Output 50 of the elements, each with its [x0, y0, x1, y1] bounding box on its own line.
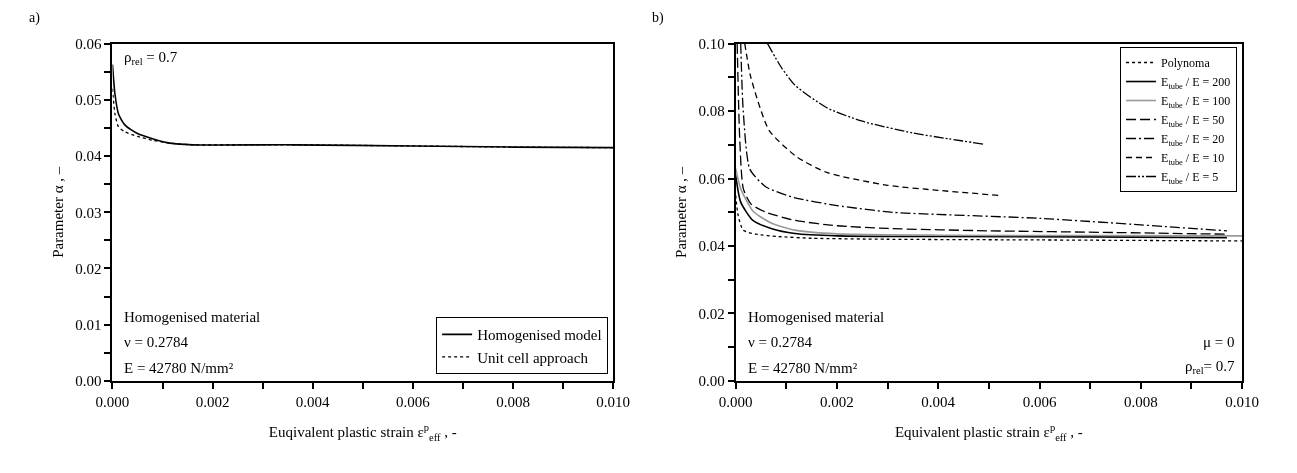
- annotation: ρ$_{rel}$= 0.7: [1185, 358, 1236, 377]
- x-tick-label: 0.006: [1022, 393, 1057, 410]
- y-axis-title: Parameter α , –: [49, 166, 66, 258]
- y-tick-label: 0.05: [75, 92, 102, 109]
- x-tick-label: 0.002: [195, 393, 230, 410]
- x-tick-label: 0.010: [596, 393, 631, 410]
- x-axis-title: Equivalent plastic strain ε$^{p}$$_{eff}$ , -: [894, 422, 1083, 443]
- annotation: ν = 0.2784: [748, 334, 813, 350]
- x-tick-label: 0.008: [496, 393, 530, 410]
- y-tick-label: 0.06: [75, 35, 102, 52]
- y-tick-label: 0.04: [75, 148, 102, 165]
- annotation: ρ$_{rel}$ = 0.7: [124, 49, 178, 68]
- text: a): [29, 10, 41, 26]
- annotation: μ = 0: [1203, 334, 1235, 350]
- legend-label: E$_{tube}$ / E = 5: [1161, 170, 1219, 186]
- y-axis-title: Parameter α , –: [673, 166, 690, 258]
- x-tick-label: 0.004: [921, 393, 956, 410]
- x-tick-label: 0.004: [295, 393, 331, 410]
- legend-label: Homogenised model: [477, 327, 602, 344]
- y-tick-label: 0.04: [698, 238, 726, 255]
- annotation: ν = 0.2784: [124, 334, 189, 350]
- annotation: E = 42780 N/mm²: [748, 360, 858, 376]
- legend-label: E$_{tube}$ / E = 100: [1161, 94, 1231, 110]
- x-tick-label: 0.000: [718, 393, 753, 410]
- y-tick-label: 0.08: [698, 103, 725, 120]
- annotation: Homogenised material: [748, 309, 885, 325]
- y-tick-label: 0.02: [75, 260, 102, 277]
- annotation: Homogenised material: [124, 309, 261, 325]
- y-tick-label: 0.06: [698, 170, 726, 187]
- y-tick-label: 0.00: [75, 373, 102, 390]
- x-axis-title: Euqivalent plastic strain ε$^{p}$$_{eff}$ , -: [268, 422, 457, 443]
- x-tick-label: 0.008: [1123, 393, 1158, 410]
- legend-label: Polynoma: [1161, 56, 1211, 71]
- line-series: [735, 167, 1243, 237]
- y-tick-label: 0.02: [698, 305, 725, 322]
- legend-label: E$_{tube}$ / E = 10: [1161, 151, 1225, 167]
- x-tick-label: 0.002: [820, 393, 854, 410]
- legend-label: E$_{tube}$ / E = 200: [1161, 75, 1231, 91]
- legend-label: E$_{tube}$ / E = 50: [1161, 113, 1225, 129]
- y-tick-label: 0.00: [698, 373, 725, 390]
- x-tick-label: 0.000: [95, 393, 130, 410]
- y-tick-label: 0.03: [75, 204, 102, 221]
- x-tick-label: 0.010: [1225, 393, 1259, 410]
- y-tick-label: 0.10: [698, 35, 725, 52]
- legend-label: E$_{tube}$ / E = 20: [1161, 132, 1225, 148]
- legend-label: Unit cell approach: [477, 349, 589, 366]
- y-tick-label: 0.01: [75, 316, 102, 333]
- annotation: E = 42780 N/mm²: [124, 360, 234, 376]
- text: b): [652, 10, 664, 26]
- x-tick-label: 0.006: [396, 393, 431, 410]
